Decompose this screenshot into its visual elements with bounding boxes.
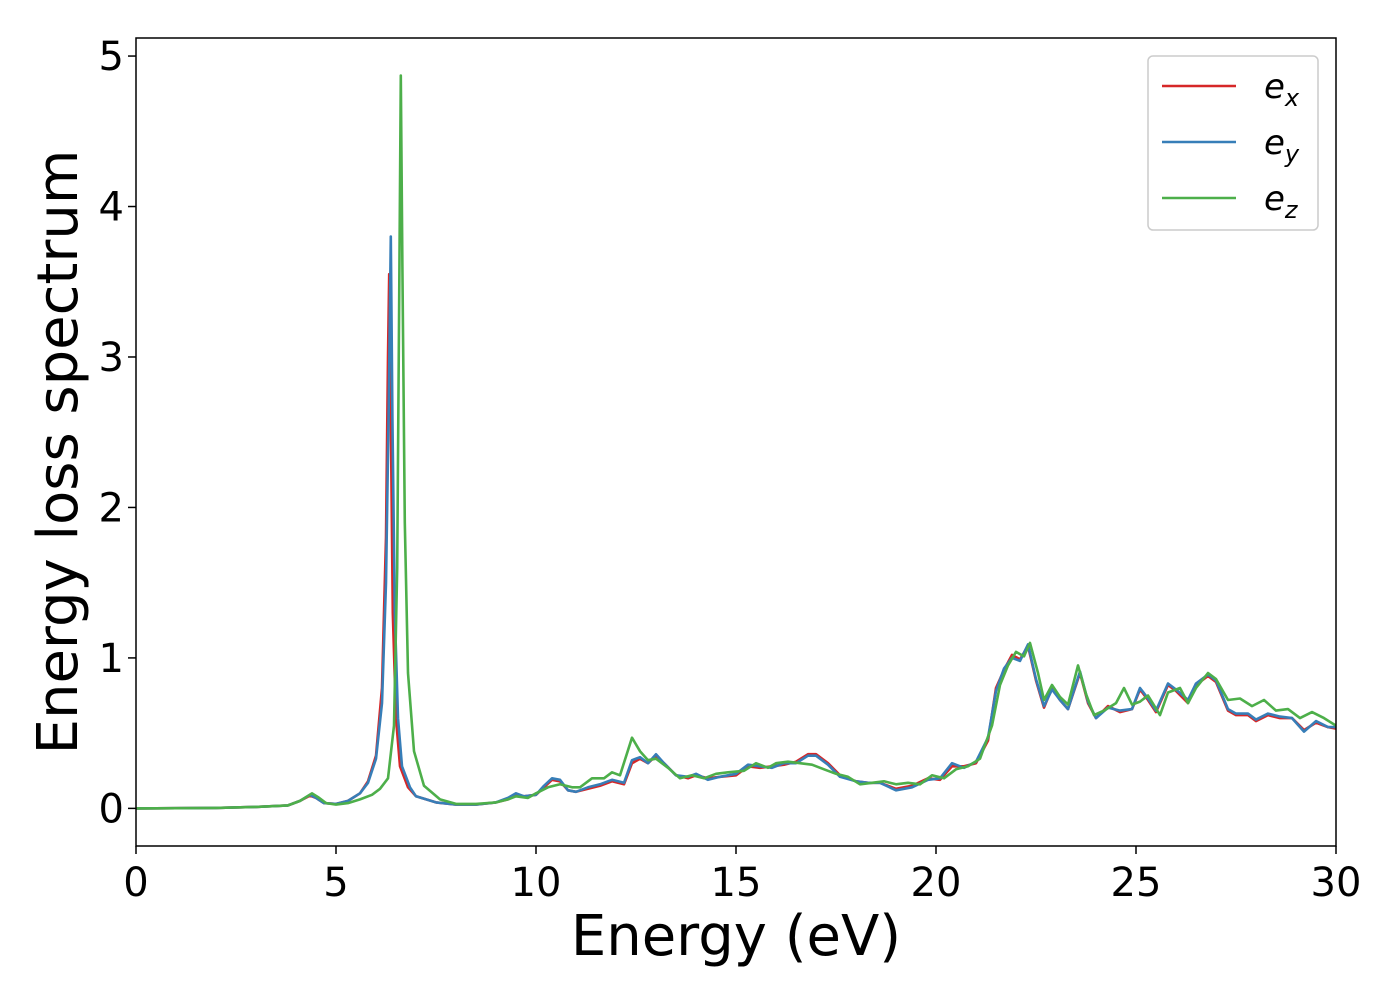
y-tick-label: 0	[99, 786, 124, 832]
x-tick-label: 20	[911, 860, 962, 906]
x-tick-label: 30	[1311, 860, 1362, 906]
x-tick-label: 10	[511, 860, 562, 906]
y-tick-label: 5	[99, 34, 124, 80]
x-tick-label: 15	[711, 860, 762, 906]
series-layer	[136, 74, 1336, 810]
x-tick-label: 0	[123, 860, 148, 906]
y-axis: 0 1 2 3 4 5	[99, 34, 136, 832]
x-axis-title: Energy (eV)	[571, 904, 901, 969]
y-tick-label: 3	[99, 335, 124, 381]
series-line-e_y	[136, 235, 1336, 810]
series-line-e_z	[136, 74, 1336, 810]
x-tick-label: 25	[1111, 860, 1162, 906]
y-tick-label: 1	[99, 636, 124, 682]
y-tick-label: 2	[99, 485, 124, 531]
series-line-e_x	[136, 272, 1336, 810]
y-tick-label: 4	[99, 185, 124, 231]
x-axis: 0 5 10 15 20 25 30	[123, 846, 1361, 906]
y-axis-title: Energy loss spectrum	[26, 150, 91, 755]
x-tick-label: 5	[323, 860, 348, 906]
